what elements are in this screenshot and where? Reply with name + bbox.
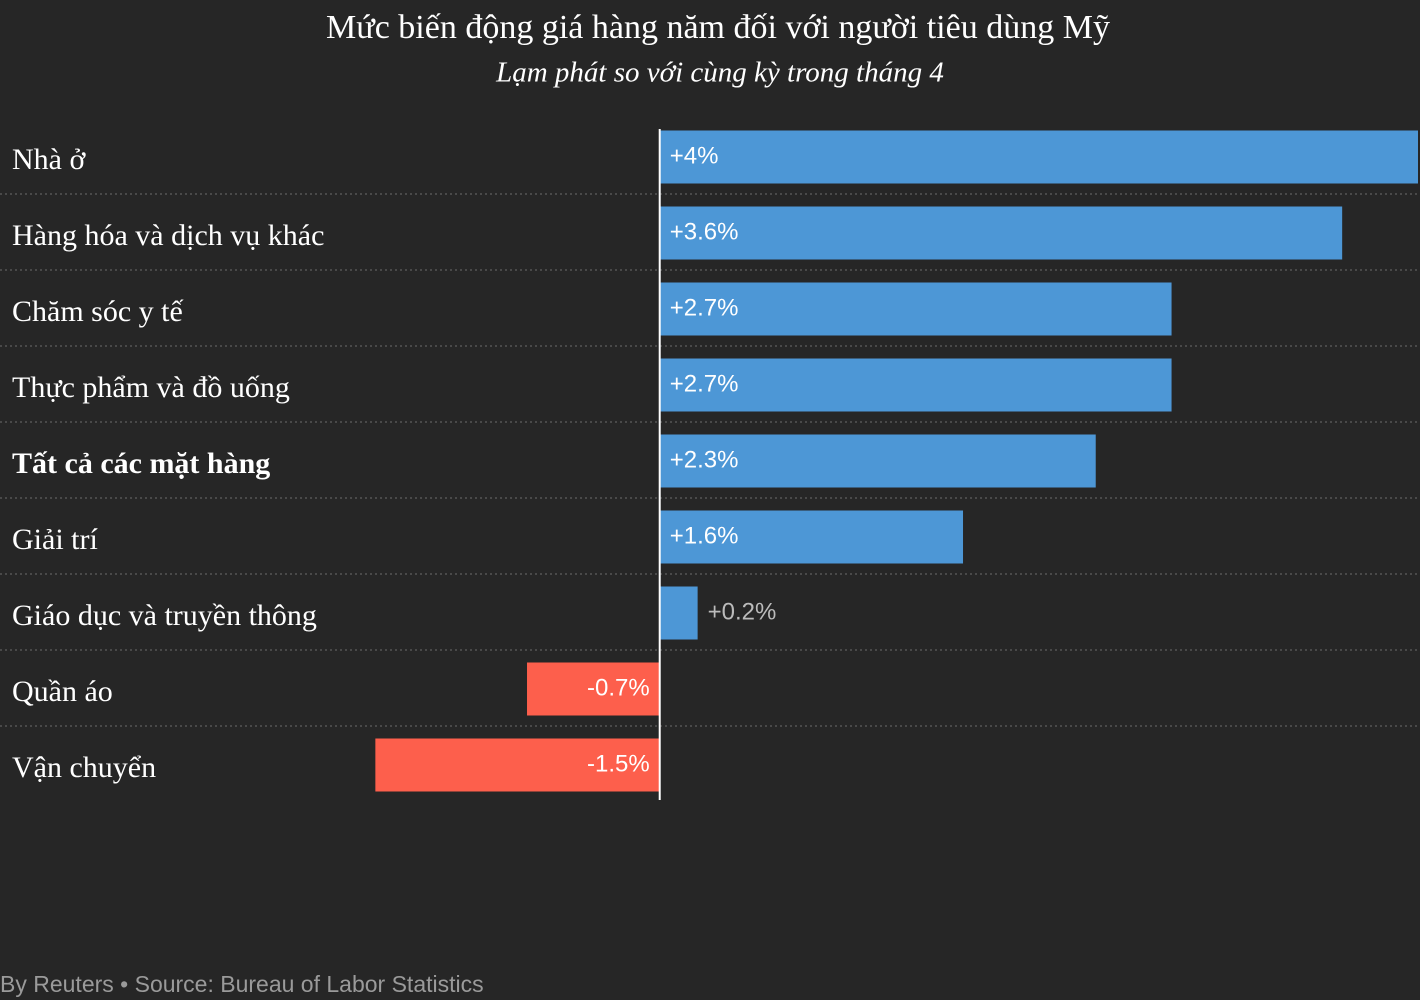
chart-title: Mức biến động giá hàng năm đối với người… — [326, 9, 1110, 46]
chart-subtitle: Lạm phát so với cùng kỳ trong tháng 4 — [495, 57, 944, 89]
value-label: +2.7% — [670, 294, 739, 321]
value-label: +2.7% — [670, 370, 739, 397]
value-label: +4% — [670, 142, 719, 169]
source-note: By Reuters • Source: Bureau of Labor Sta… — [0, 971, 484, 997]
category-label: Giải trí — [12, 523, 98, 556]
bar — [659, 434, 1096, 488]
bar — [659, 510, 964, 564]
category-label: Tất cả các mặt hàng — [12, 447, 270, 480]
category-label: Giáo dục và truyền thông — [12, 599, 317, 632]
category-label: Chăm sóc y tế — [12, 295, 183, 328]
value-label: -1.5% — [587, 750, 650, 777]
category-label: Thực phẩm và đồ uống — [12, 371, 290, 404]
category-label: Nhà ở — [12, 143, 86, 176]
value-label: -0.7% — [587, 674, 650, 701]
category-label: Hàng hóa và dịch vụ khác — [12, 219, 324, 252]
value-label: +3.6% — [670, 218, 739, 245]
category-label: Vận chuyển — [12, 751, 156, 784]
bar — [659, 206, 1343, 260]
bar — [659, 358, 1172, 412]
value-label: +2.3% — [670, 446, 739, 473]
value-label: +1.6% — [670, 522, 739, 549]
bar — [527, 662, 660, 716]
category-label: Quần áo — [12, 675, 113, 708]
bar — [375, 738, 660, 792]
value-label: +0.2% — [708, 598, 777, 625]
bar — [659, 586, 698, 640]
bar — [659, 130, 1418, 184]
bar — [659, 282, 1172, 336]
